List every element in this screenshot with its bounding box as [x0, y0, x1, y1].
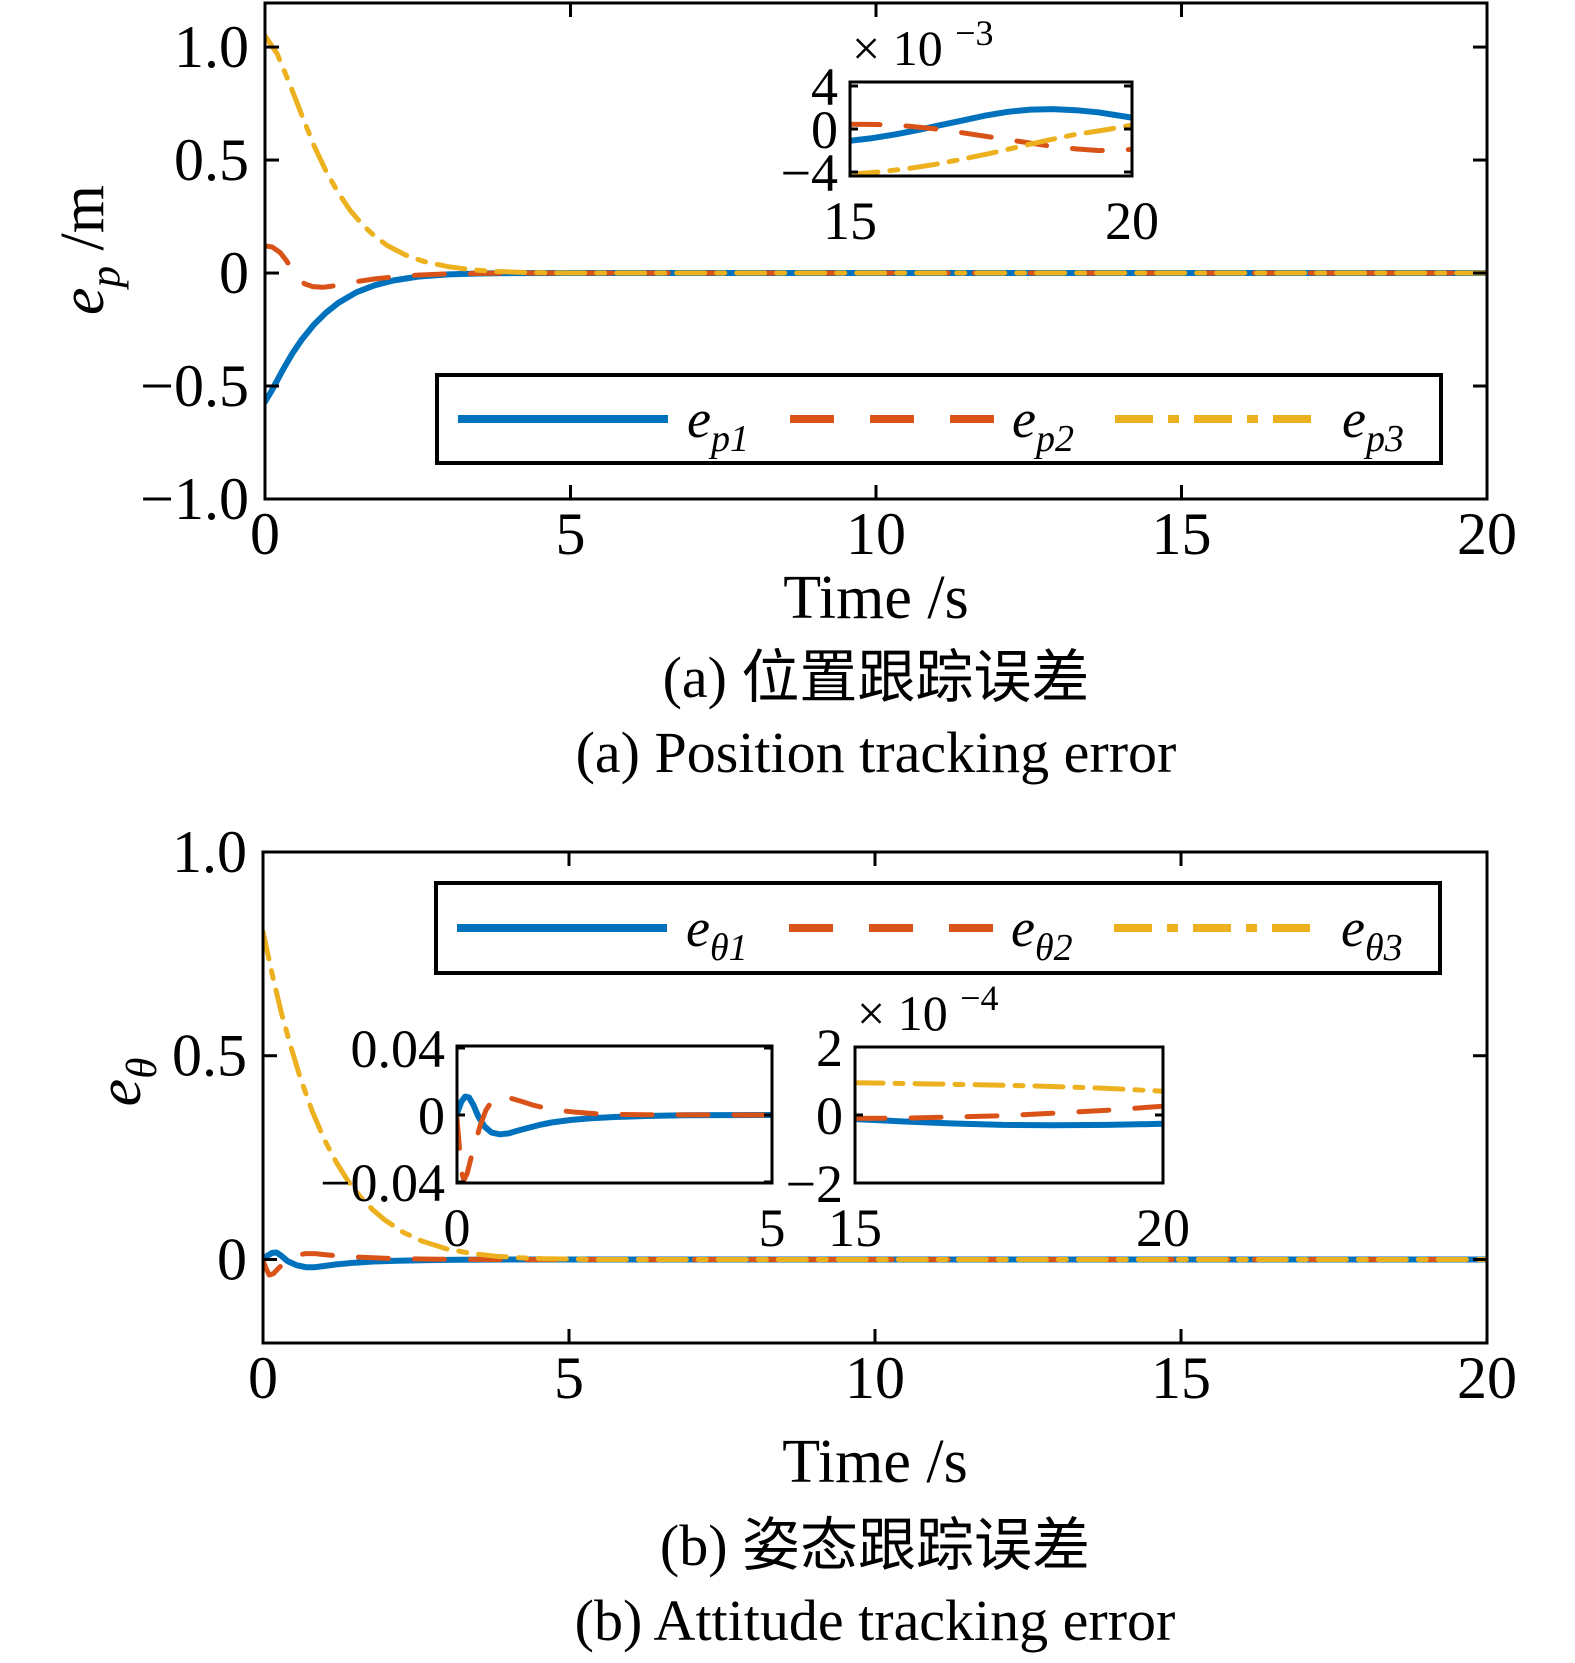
y-tick-label: −4 [781, 143, 838, 203]
axes-b-frame [261, 850, 1489, 1345]
y-tick-label: −1.0 [140, 466, 249, 532]
y-axis-label: ep /m [49, 185, 129, 315]
legend: ep1 ep2 ep3 [435, 373, 1443, 465]
x-tick-label: 15 [1151, 1345, 1211, 1411]
x-tick-label: 10 [846, 501, 906, 567]
curve-e_th1 [855, 1116, 1163, 1129]
y-tick-label: 0.5 [172, 1023, 247, 1089]
curve-e_th1 [457, 1093, 772, 1138]
curve-e_p2 [265, 243, 1487, 290]
inset-scale-title: × 10 −4 [857, 978, 999, 1041]
legend-label-θ2: eθ2 [1011, 898, 1073, 969]
y-tick-label: −0.5 [140, 353, 249, 419]
legend: eθ1 eθ2 eθ3 [434, 881, 1442, 975]
caption-zh: (a) 位置跟踪误差 [663, 645, 1090, 710]
legend-label-p3: ep3 [1342, 389, 1404, 460]
curve-e_th2 [457, 1094, 772, 1183]
y-tick-label: 0 [811, 100, 838, 160]
inset-a-steady-state-frame [848, 80, 1134, 178]
axes-a-frame [263, 1, 1489, 501]
inset-a-steady-state: 15 20 −404× 10 −3 [781, 13, 1159, 251]
curve-e_p3 [265, 33, 1487, 276]
legend-label-p1: ep1 [687, 389, 749, 460]
y-tick-label: −0.04 [320, 1153, 445, 1213]
x-tick-label: 20 [1136, 1198, 1190, 1258]
x-tick-label: 5 [554, 1345, 584, 1411]
legend-label-θ1: eθ1 [686, 898, 748, 969]
caption-en: (a) Position tracking error [576, 720, 1177, 785]
x-tick-label: 10 [845, 1345, 905, 1411]
caption-zh: (b) 姿态跟踪误差 [660, 1513, 1090, 1578]
curve-e_p1 [850, 106, 1132, 144]
inset-scale-title: × 10 −3 [852, 13, 994, 76]
curve-e_p2 [850, 121, 1132, 153]
y-axis-label-text: ep /m [49, 185, 129, 315]
chart-a: 0 5 10 15 20 −1.0 −0.5 0 0.5 1.0 ep /m Time /s (a) 位… [49, 1, 1517, 785]
x-tick-label: 15 [828, 1198, 882, 1258]
y-tick-label: 0 [219, 240, 249, 306]
legend-label-θ3: eθ3 [1341, 898, 1403, 969]
inset-b-transient-frame [455, 1044, 774, 1185]
legend-label-p2: ep2 [1012, 389, 1074, 460]
x-tick-label: 5 [556, 501, 586, 567]
y-tick-label: 0 [816, 1086, 843, 1146]
y-tick-label: 0.5 [174, 127, 249, 193]
inset-b-steady-state-frame [853, 1045, 1165, 1185]
y-tick-label: 0.04 [351, 1019, 446, 1079]
curve-e_th2 [855, 1103, 1163, 1121]
curve-e_th2 [263, 1251, 1487, 1278]
x-tick-label: 20 [1457, 1345, 1517, 1411]
y-axis-label-text: eθ [86, 1058, 166, 1107]
y-tick-label: 2 [816, 1018, 843, 1078]
y-tick-label: −2 [786, 1154, 843, 1214]
curve-e_th3 [263, 929, 1487, 1262]
inset-bg [850, 82, 1132, 176]
inset-b-steady-state: 15 20 −2 0 2× 10 −4 [786, 978, 1190, 1258]
x-axis-label: Time /s [783, 564, 969, 632]
y-tick-label: 0 [418, 1086, 445, 1146]
x-tick-label: 15 [1152, 501, 1212, 567]
y-tick-label: 0 [217, 1226, 247, 1292]
y-tick-label: 4 [811, 57, 838, 117]
curve-e_th3 [855, 1080, 1163, 1094]
caption-en: (b) Attitude tracking error [575, 1588, 1176, 1653]
x-tick-label: 0 [250, 501, 280, 567]
x-tick-label: 0 [444, 1198, 471, 1258]
y-axis-label: eθ [86, 1058, 166, 1107]
x-tick-label: 20 [1105, 191, 1159, 251]
y-tick-label: 1.0 [172, 819, 247, 885]
x-axis-label: Time /s [782, 1428, 968, 1496]
x-tick-label: 5 [759, 1198, 786, 1258]
x-tick-label: 0 [248, 1345, 278, 1411]
x-tick-label: 20 [1457, 501, 1517, 567]
curve-e_p3 [850, 122, 1132, 176]
y-tick-label: 1.0 [174, 14, 249, 80]
x-tick-label: 15 [823, 191, 877, 251]
inset-bg [855, 1047, 1163, 1183]
